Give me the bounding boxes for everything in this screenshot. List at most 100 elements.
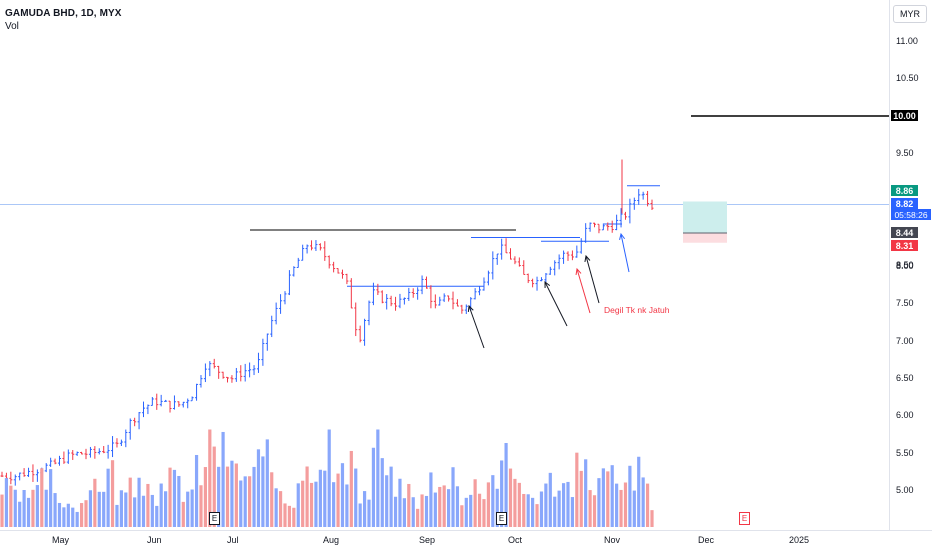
volume-bar [398, 478, 402, 527]
volume-bar [424, 495, 429, 527]
volume-bar [287, 505, 292, 527]
volume-bar [22, 489, 26, 527]
volume-bar [632, 490, 636, 527]
stop-price-label: 8.31 [891, 240, 918, 251]
volume-bar [155, 505, 159, 527]
volume-bar [79, 503, 84, 527]
high-price-label: 8.86 [891, 185, 918, 196]
volume-bar [146, 483, 150, 527]
annotation-arrow [467, 304, 474, 313]
volume-bar [203, 467, 208, 527]
volume-legend[interactable]: Vol [5, 21, 19, 32]
volume-bar [296, 483, 300, 527]
volume-bar [623, 482, 628, 527]
volume-bar [49, 469, 53, 527]
volume-bar [566, 481, 570, 527]
annotation-text[interactable]: Degil Tk nk Jatuh [604, 305, 670, 315]
volume-bar [13, 489, 17, 527]
volume-bar [88, 490, 93, 527]
volume-bar [243, 476, 247, 527]
volume-bar [557, 490, 561, 527]
price-axis-label: 6.00 [896, 410, 914, 420]
volume-bar [455, 486, 460, 527]
volume-bar [433, 492, 437, 527]
volume-bar [194, 454, 199, 527]
volume-bar [584, 459, 588, 527]
volume-bar [230, 460, 234, 527]
volume-bar [553, 496, 557, 527]
volume-bar [531, 497, 535, 527]
volume-bar [110, 460, 115, 527]
earnings-marker[interactable]: E [496, 512, 507, 525]
volume-bar [283, 503, 287, 527]
time-axis-label: Dec [698, 535, 715, 545]
volume-bar [239, 480, 243, 527]
volume-bar [225, 466, 230, 527]
earnings-marker[interactable]: E [209, 512, 220, 525]
volume-bar [124, 492, 128, 527]
volume-bar [31, 489, 35, 527]
volume-bar [102, 491, 106, 527]
currency-button[interactable]: MYR [893, 5, 927, 23]
volume-bar [628, 465, 632, 527]
volume-bar [548, 472, 552, 527]
annotation-arrow [619, 232, 626, 240]
volume-bar [93, 478, 97, 527]
volume-bar [278, 491, 283, 527]
price-axis-label: 8.50 [896, 260, 914, 270]
volume-bar [309, 482, 314, 527]
volume-bar [332, 482, 336, 527]
volume-bar [44, 489, 48, 527]
earnings-marker[interactable]: E [739, 512, 750, 525]
volume-bar [0, 494, 4, 527]
volume-bar [217, 466, 221, 527]
time-axis-label: Jul [227, 535, 239, 545]
annotation-arrow [584, 254, 591, 262]
volume-bar [416, 508, 420, 527]
time-axis-label: Nov [604, 535, 621, 545]
volume-bar [469, 494, 473, 527]
volume-bar [588, 490, 592, 527]
volume-bar [411, 497, 415, 527]
time-axis-label: Sep [419, 535, 436, 545]
volume-bar [637, 456, 641, 527]
volume-bar [97, 491, 101, 527]
volume-bar [446, 489, 451, 527]
volume-bar [340, 463, 345, 527]
volume-bar [561, 483, 566, 527]
volume-bar [133, 497, 137, 527]
price-axis-divider [889, 0, 890, 530]
volume-bar [305, 466, 309, 527]
volume-bar [248, 476, 252, 527]
volume-bar [539, 491, 544, 527]
symbol-title[interactable]: GAMUDA BHD, 1D, MYX [5, 8, 122, 19]
volume-bar [601, 468, 605, 527]
volume-bar [544, 483, 548, 527]
volume-bar [473, 479, 477, 527]
volume-bar [354, 468, 358, 527]
volume-bar [526, 494, 530, 527]
volume-bar [575, 452, 579, 527]
volume-bar [460, 505, 464, 527]
volume-bar [106, 468, 110, 527]
volume-bar [517, 482, 521, 527]
volume-bar [190, 489, 194, 527]
volume-bar [336, 473, 340, 527]
volume-bar [4, 478, 9, 527]
price-axis-label: 7.50 [896, 298, 914, 308]
volume-bar [367, 499, 371, 527]
volume-bar [261, 456, 265, 527]
volume-bar [177, 475, 181, 527]
volume-bar [420, 494, 424, 527]
volume-bar [301, 480, 305, 527]
price-axis-label: 7.00 [896, 336, 914, 346]
volume-bar [252, 466, 256, 527]
time-axis-label: Aug [323, 535, 340, 545]
volume-bar [172, 469, 177, 527]
volume-bar [477, 493, 482, 527]
volume-bar [358, 503, 362, 527]
volume-bar [35, 485, 39, 527]
volume-bar [115, 504, 119, 527]
volume-bar [208, 429, 212, 527]
